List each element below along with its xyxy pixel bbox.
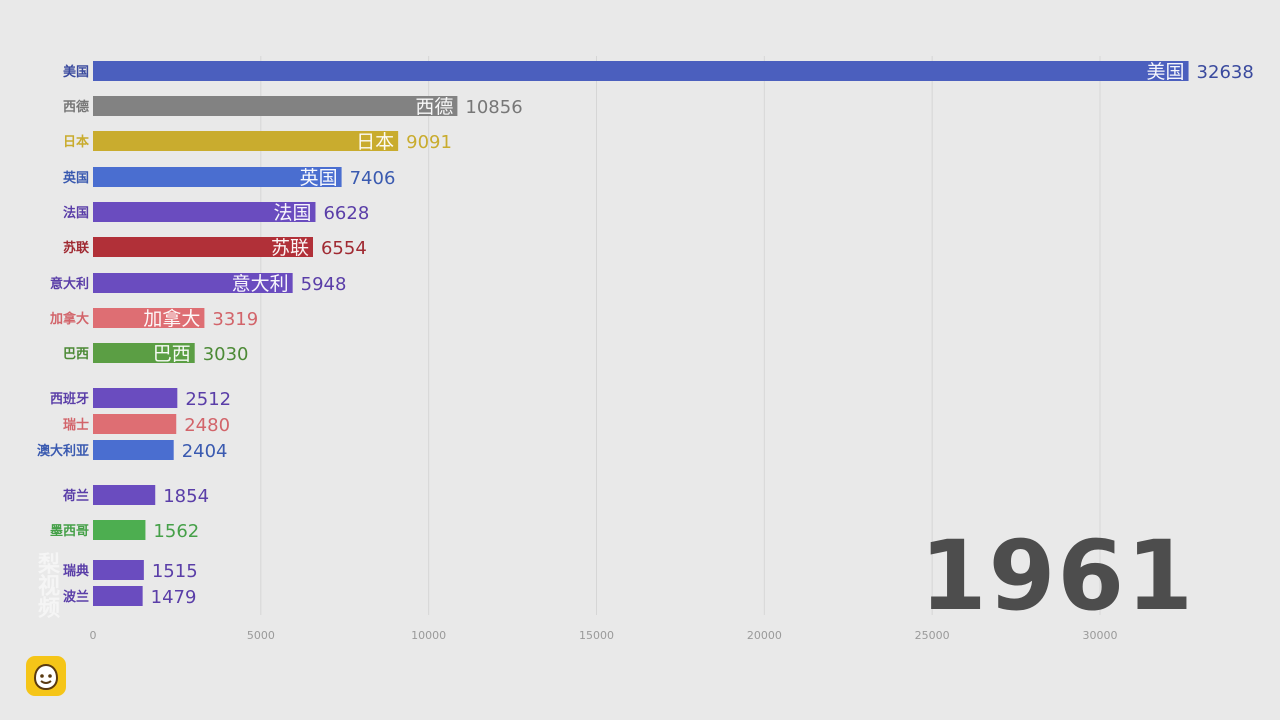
value-label: 1515 xyxy=(152,561,198,582)
bar xyxy=(93,343,195,363)
bar xyxy=(93,520,146,540)
value-label: 3319 xyxy=(212,309,258,330)
value-label: 7406 xyxy=(350,168,396,189)
bar-inner-label: 日本 xyxy=(356,131,394,153)
category-label: 西德 xyxy=(63,99,89,115)
x-tick-label: 0 xyxy=(90,629,97,642)
category-label: 美国 xyxy=(63,64,89,80)
value-label: 3030 xyxy=(203,344,249,365)
bar xyxy=(93,202,316,222)
bar-inner-label: 美国 xyxy=(1147,61,1185,83)
value-label: 6554 xyxy=(321,238,367,259)
bar xyxy=(93,485,156,505)
value-label: 2512 xyxy=(185,389,231,410)
value-label: 9091 xyxy=(406,132,452,153)
value-label: 1854 xyxy=(163,486,209,507)
x-tick-label: 25000 xyxy=(915,629,950,642)
bar xyxy=(93,237,313,257)
category-label: 波兰 xyxy=(63,589,89,605)
bar-inner-label: 苏联 xyxy=(271,237,309,259)
bar xyxy=(93,414,177,434)
category-label: 法国 xyxy=(63,205,89,221)
value-label: 1479 xyxy=(151,587,197,608)
category-label: 巴西 xyxy=(63,347,89,362)
category-label: 苏联 xyxy=(63,240,89,256)
bar-inner-label: 法国 xyxy=(273,202,311,224)
watermark: 梨视频 xyxy=(34,552,59,618)
value-label: 5948 xyxy=(301,274,347,295)
value-label: 10856 xyxy=(465,97,522,118)
bar xyxy=(93,167,342,187)
category-label: 瑞典 xyxy=(63,563,89,579)
bar xyxy=(93,586,143,606)
value-label: 2480 xyxy=(184,415,230,436)
category-label: 英国 xyxy=(62,170,89,186)
year-label: 1961 xyxy=(919,520,1195,632)
bar xyxy=(93,273,293,293)
bars: 美国 美国 32638 西德 西德 10856 日本 日本 9091 英国 英国 7406 法国 法国 66… xyxy=(37,61,1254,608)
bar xyxy=(93,96,458,116)
category-label: 意大利 xyxy=(50,276,89,292)
value-label: 2404 xyxy=(182,441,228,462)
category-label: 西班牙 xyxy=(50,391,89,407)
category-label: 瑞士 xyxy=(63,417,89,433)
x-tick-label: 30000 xyxy=(1083,629,1118,642)
bar xyxy=(93,440,174,460)
category-label: 墨西哥 xyxy=(50,523,89,539)
gridlines xyxy=(260,56,1101,615)
bar xyxy=(93,560,144,580)
pear-video-logo-icon xyxy=(26,656,66,696)
value-label: 6628 xyxy=(323,203,369,224)
category-label: 加拿大 xyxy=(49,311,89,327)
bar xyxy=(93,131,399,151)
value-label: 32638 xyxy=(1197,62,1254,83)
bar-inner-label: 加拿大 xyxy=(143,307,200,330)
x-tick-label: 20000 xyxy=(747,629,782,642)
x-axis-ticks: 0 5000 10000 15000 20000 25000 30000 xyxy=(90,629,1118,642)
bar xyxy=(93,388,178,408)
bar xyxy=(93,61,1189,81)
category-label: 澳大利亚 xyxy=(37,443,89,459)
category-label: 日本 xyxy=(63,134,89,150)
bar-inner-label: 英国 xyxy=(300,167,338,189)
bar-inner-label: 巴西 xyxy=(153,343,191,365)
bar-inner-label: 西德 xyxy=(415,96,453,118)
bar xyxy=(93,308,205,328)
category-label: 荷兰 xyxy=(62,488,89,504)
x-tick-label: 5000 xyxy=(247,629,275,642)
value-label: 1562 xyxy=(153,521,199,542)
bar-inner-label: 意大利 xyxy=(232,273,289,295)
x-tick-label: 10000 xyxy=(411,629,446,642)
x-tick-label: 15000 xyxy=(579,629,614,642)
